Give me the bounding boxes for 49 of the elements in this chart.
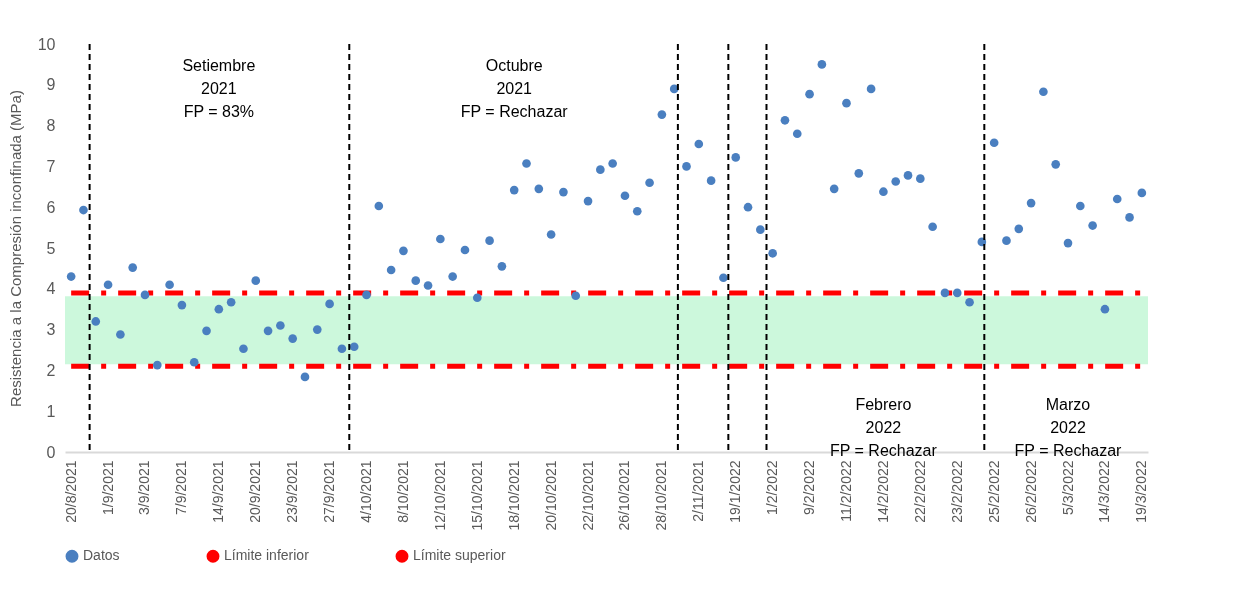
annotation: Octubre 2021 FP = Rechazar: [460, 57, 569, 121]
annotation: Marzo 2022 FP = Rechazar: [1014, 396, 1123, 460]
x-tick-label: 3/9/2021: [136, 460, 153, 515]
legend-label: Límite inferior: [224, 547, 310, 564]
y-tick-label: 2: [46, 361, 56, 379]
x-tick-label: 1/9/2021: [99, 460, 116, 515]
legend-label: Datos: [83, 547, 120, 564]
x-tick-label: 11/2/2022: [837, 460, 854, 522]
x-tick-label: 27/9/2021: [321, 460, 338, 523]
x-tick-label: 19/1/2022: [727, 460, 744, 523]
x-tick-label: 23/2/2022: [948, 460, 965, 523]
x-tick-label: 14/9/2021: [210, 460, 227, 523]
x-tick-label: 22/2/2022: [911, 460, 928, 523]
x-tick-label: 14/3/2022: [1096, 460, 1113, 523]
x-tick-label: 28/10/2021: [653, 460, 670, 531]
x-tick-label: 23/9/2021: [284, 460, 301, 523]
annotation: Febrero 2022 FP = Rechazar: [829, 396, 938, 460]
x-tick-label: 20/10/2021: [542, 460, 559, 531]
legend-label: Límite superior: [413, 547, 506, 564]
y-tick-label: 5: [46, 239, 56, 257]
x-tick-label: 1/2/2022: [764, 460, 781, 515]
y-tick-label: 9: [46, 76, 56, 94]
x-tick-label: 26/10/2021: [616, 460, 633, 531]
y-tick-label: 0: [46, 443, 56, 461]
x-tick-label: 4/10/2021: [358, 460, 375, 523]
y-tick-label: 7: [46, 157, 56, 175]
x-tick-label: 19/3/2022: [1133, 460, 1150, 523]
x-tick-label: 5/3/2022: [1059, 460, 1076, 515]
x-tick-label: 7/9/2021: [173, 460, 190, 515]
y-tick-label: 3: [46, 321, 56, 339]
y-tick-label: 4: [46, 280, 56, 298]
x-tick-label: 14/2/2022: [874, 460, 891, 523]
x-tick-label: 18/10/2021: [505, 460, 522, 531]
x-tick-label: 20/9/2021: [247, 460, 264, 523]
x-tick-label: 20/8/2021: [62, 460, 79, 523]
annotation: Setiembre 2021 FP = 83%: [182, 57, 256, 121]
y-tick-label: 10: [37, 35, 56, 53]
x-tick-label: 2/11/2021: [690, 460, 707, 522]
x-tick-label: 15/10/2021: [468, 460, 485, 531]
x-tick-label: 12/10/2021: [431, 460, 448, 531]
x-tick-label: 9/2/2022: [801, 460, 818, 515]
x-tick-label: 25/2/2022: [985, 460, 1002, 523]
y-tick-label: 6: [46, 198, 56, 216]
x-tick-label: 8/10/2021: [394, 460, 411, 523]
y-tick-label: 1: [46, 402, 56, 420]
y-tick-label: 8: [46, 117, 56, 135]
x-tick-label: 22/10/2021: [579, 460, 596, 531]
x-tick-label: 26/2/2022: [1022, 460, 1039, 523]
y-axis-title: Resistencia a la Compresión inconfinada (MPa): [6, 90, 24, 407]
